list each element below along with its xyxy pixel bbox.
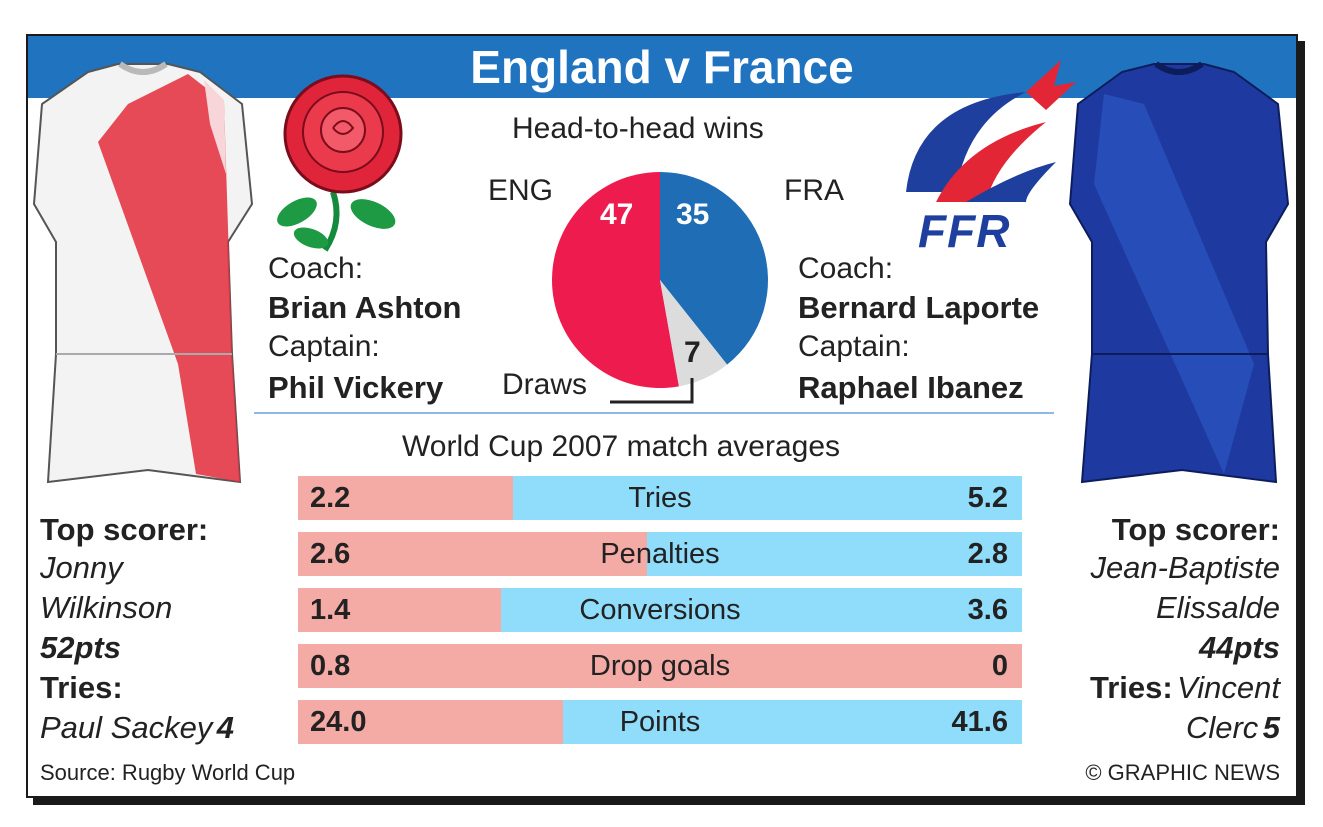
england-top-scorer-label: Top scorer:	[40, 512, 209, 547]
draws-value: 7	[684, 336, 701, 369]
eng-average-value: 24.0	[310, 706, 367, 738]
england-coach-name: Brian Ashton	[268, 290, 462, 325]
eng-average-bar	[298, 532, 647, 576]
england-captain-label: Captain:	[268, 330, 380, 363]
eng-wins-value: 47	[600, 198, 634, 231]
eng-pie-label: ENG	[488, 174, 554, 207]
france-tries-label: Tries:	[1089, 670, 1173, 705]
france-tries-line: Tries: Vincent	[1090, 670, 1280, 706]
england-top-scorer-first: Jonny	[40, 550, 123, 585]
england-top-scorer-pts: 52pts	[40, 630, 121, 665]
average-category-label: Conversions	[579, 594, 741, 626]
france-captain-name: Raphael Ibanez	[798, 370, 1024, 405]
title-bar	[28, 36, 1296, 98]
average-row-penalties: Penalties 2.6 2.8	[298, 532, 1022, 576]
fra-average-value: 3.6	[967, 594, 1008, 626]
england-tries-player: Paul Sackey	[40, 710, 213, 745]
france-captain-label: Captain:	[798, 330, 910, 363]
fra-average-value: 41.6	[951, 706, 1008, 738]
fra-pie-label: FRA	[784, 174, 844, 207]
fra-average-value: 2.8	[967, 538, 1008, 570]
head-to-head-pie-chart	[551, 172, 768, 388]
draws-label: Draws	[502, 368, 588, 401]
section-divider	[254, 412, 1054, 414]
ffr-logo-icon	[906, 60, 1076, 202]
france-tries-count: 5	[1262, 710, 1280, 745]
england-tries-count: 4	[216, 710, 235, 745]
eng-average-value: 2.6	[310, 538, 351, 570]
averages-heading: World Cup 2007 match averages	[402, 430, 841, 463]
draws-pointer	[610, 378, 694, 404]
france-tries-player-last: Clerc	[1185, 710, 1259, 745]
england-captain-name: Phil Vickery	[268, 370, 444, 405]
england-shirt-icon	[32, 61, 254, 484]
average-category-label: Tries	[628, 482, 692, 514]
france-top-scorer-pts: 44pts	[1199, 630, 1280, 665]
france-shirt-icon	[1068, 61, 1290, 484]
ffr-logo-text: FFR	[918, 205, 1011, 257]
france-top-scorer-last: Elissalde	[1155, 590, 1280, 625]
page-title: England v France	[470, 41, 854, 93]
average-row-conversions: Conversions 1.4 3.6	[298, 588, 1022, 632]
average-row-drop-goals: Drop goals 0.8 0	[298, 644, 1022, 688]
france-top-scorer-label: Top scorer:	[1111, 512, 1280, 547]
eng-average-bar	[298, 476, 514, 520]
infographic-frame: England v France FFR Head-to-head wins E…	[26, 34, 1298, 798]
england-tries-line: Paul Sackey 4	[40, 710, 234, 746]
eng-average-bar	[298, 644, 1022, 688]
average-row-points: Points 24.0 41.6	[298, 700, 1022, 744]
france-coach-label: Coach:	[798, 252, 894, 285]
england-rose-icon	[277, 74, 403, 252]
fra-wins-value: 35	[676, 198, 710, 231]
fra-average-value: 5.2	[967, 482, 1008, 514]
average-category-label: Drop goals	[589, 650, 731, 682]
average-category-label: Penalties	[600, 538, 720, 570]
average-category-label: Points	[619, 706, 701, 738]
source-note: Source: Rugby World Cup	[40, 760, 296, 785]
france-top-scorer-first: Jean-Baptiste	[1090, 550, 1280, 585]
eng-average-bar	[298, 700, 563, 744]
fra-average-value: 0	[991, 650, 1008, 682]
france-tries-line-2: Clerc 5	[1186, 710, 1280, 746]
eng-average-bar	[298, 588, 501, 632]
france-coach-name: Bernard Laporte	[798, 290, 1040, 325]
pie-slice-eng	[551, 172, 679, 388]
england-top-scorer-last: Wilkinson	[40, 590, 173, 625]
credit-note: © GRAPHIC NEWS	[1085, 760, 1280, 785]
head-to-head-heading: Head-to-head wins	[512, 112, 764, 145]
pie-slice-fra	[660, 172, 768, 365]
eng-average-value: 0.8	[310, 650, 351, 682]
pie-slice-draws	[660, 280, 728, 387]
france-tries-player-first: Vincent	[1177, 670, 1280, 705]
england-tries-label: Tries:	[40, 670, 123, 705]
average-row-tries: Tries 2.2 5.2	[298, 476, 1022, 520]
eng-average-value: 1.4	[310, 594, 351, 626]
eng-average-value: 2.2	[310, 482, 351, 514]
england-coach-label: Coach:	[268, 252, 364, 285]
